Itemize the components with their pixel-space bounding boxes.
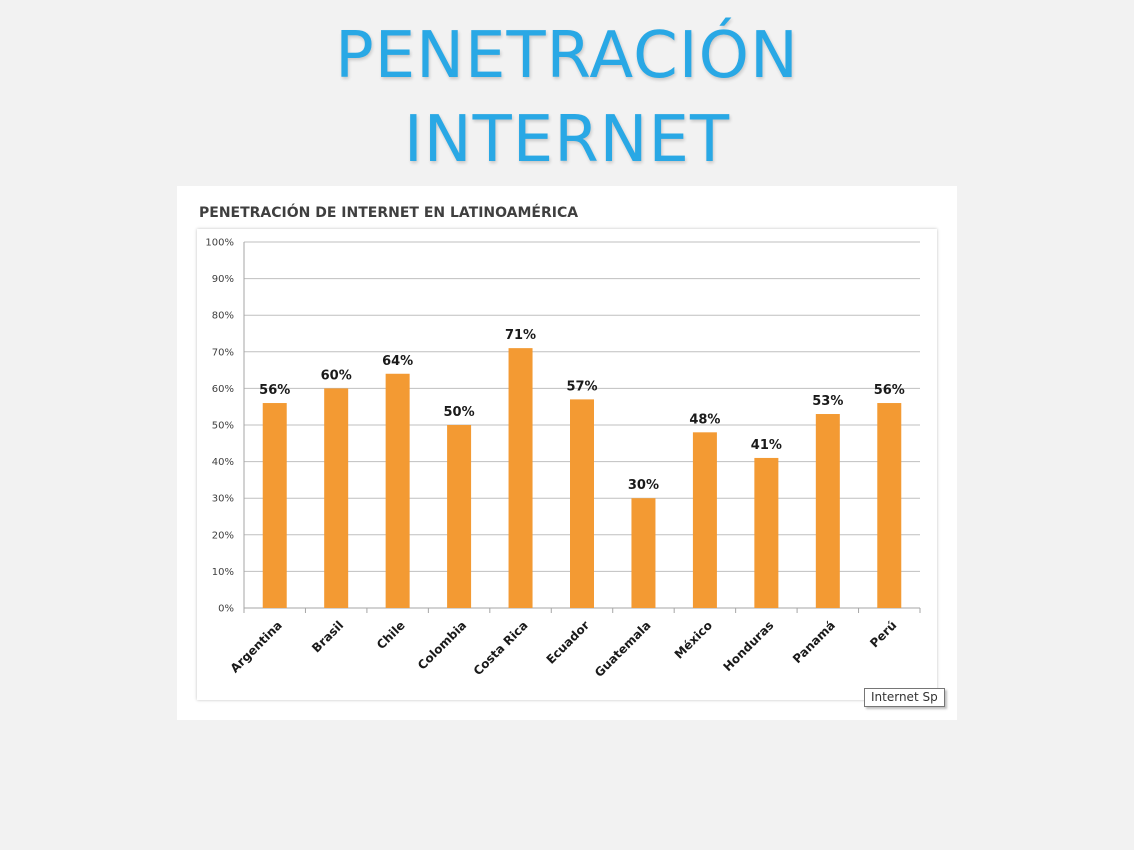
- x-tick-label: Panamá: [790, 618, 838, 666]
- bar-chart: 0% 10% 20% 30% 40% 50% 60% 70% 80% 90% 100% 56% Arge…: [205, 238, 921, 680]
- y-tick-label: 20%: [212, 530, 234, 541]
- y-tick-label: 0%: [218, 604, 234, 615]
- y-tick-label: 100%: [205, 238, 234, 249]
- y-tick-label: 50%: [212, 421, 234, 432]
- bar: [754, 457, 779, 608]
- bar: [508, 348, 533, 608]
- x-tick-label: Chile: [374, 618, 408, 652]
- chart-frame: PENETRACIÓN DE INTERNET EN LATINOAMÉRICA…: [177, 186, 957, 720]
- chart-plot-panel: 0% 10% 20% 30% 40% 50% 60% 70% 80% 90% 100% 56% Arge…: [197, 229, 937, 700]
- data-label: 60%: [321, 368, 352, 383]
- y-tick-label: 30%: [212, 494, 234, 505]
- data-label: 64%: [382, 354, 413, 369]
- data-label: 50%: [444, 405, 475, 420]
- data-label: 56%: [259, 383, 290, 398]
- chart-title: PENETRACIÓN DE INTERNET EN LATINOAMÉRICA: [199, 205, 579, 221]
- bar: [385, 373, 410, 608]
- bar: [262, 403, 287, 608]
- bar: [692, 432, 717, 608]
- x-tick-label: Perú: [867, 618, 899, 650]
- x-tick-label: Guatemala: [592, 618, 654, 680]
- slide-title-line-2: INTERNET: [403, 103, 731, 177]
- y-tick-label: 90%: [212, 274, 234, 285]
- data-label: 53%: [812, 394, 843, 409]
- bar: [324, 388, 349, 608]
- tooltip: Internet Sp: [864, 688, 945, 707]
- bar: [447, 425, 472, 608]
- slide-title: PENETRACIÓN INTERNET: [0, 14, 1134, 182]
- data-label: 57%: [566, 379, 597, 394]
- x-tick-label: México: [672, 618, 715, 661]
- y-tick-label: 10%: [212, 567, 234, 578]
- data-label: 48%: [689, 412, 720, 427]
- bar: [815, 414, 840, 608]
- x-tick-label: Brasil: [309, 618, 346, 655]
- y-tick-label: 80%: [212, 311, 234, 322]
- bar: [570, 399, 594, 608]
- data-label: 41%: [751, 438, 782, 453]
- x-tick-label: Honduras: [721, 618, 777, 674]
- x-tick-label: Argentina: [228, 618, 285, 675]
- slide-title-line-1: PENETRACIÓN: [335, 19, 799, 93]
- x-tick-label: Costa Rica: [471, 618, 531, 678]
- bar: [877, 403, 902, 608]
- data-label: 56%: [874, 383, 905, 398]
- x-tick-label: Ecuador: [544, 618, 593, 667]
- y-tick-label: 40%: [212, 457, 234, 468]
- y-tick-label: 70%: [212, 347, 234, 358]
- x-tick-label: Colombia: [415, 618, 469, 672]
- y-tick-label: 60%: [212, 384, 234, 395]
- data-label: 71%: [505, 328, 536, 343]
- data-label: 30%: [628, 478, 659, 493]
- bar: [631, 498, 656, 608]
